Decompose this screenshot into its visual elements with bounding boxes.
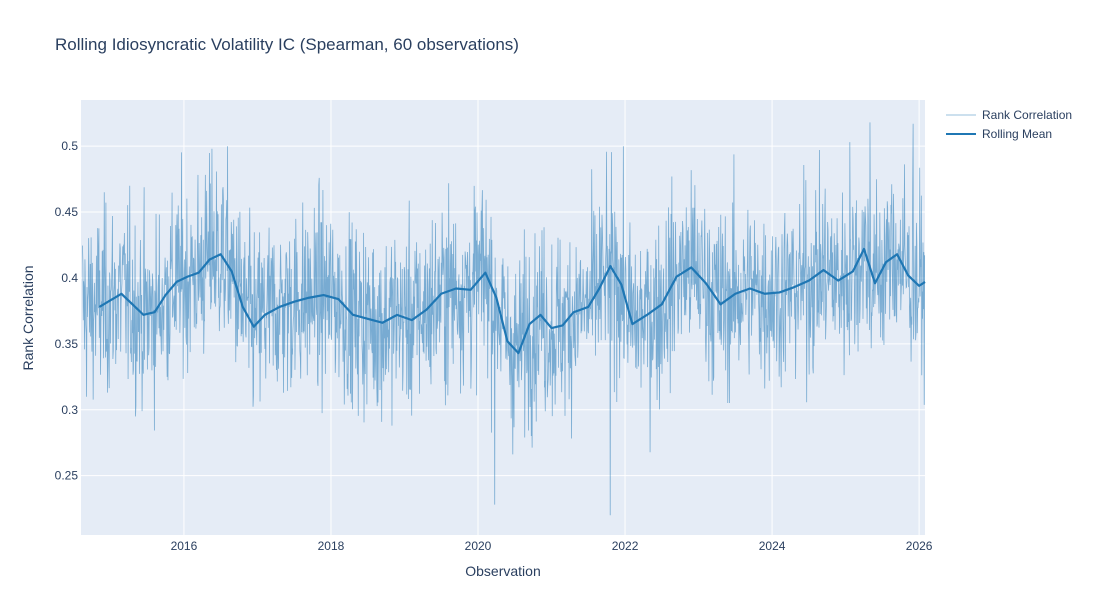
raw-series	[82, 122, 926, 516]
chart-title: Rolling Idiosyncratic Volatility IC (Spe…	[55, 35, 519, 54]
x-tick-label: 2018	[318, 539, 345, 553]
y-tick-label: 0.25	[55, 469, 79, 483]
x-tick-label: 2020	[465, 539, 492, 553]
x-axis-title: Observation	[465, 563, 540, 579]
mean-series	[98, 247, 926, 355]
legend[interactable]: Rank Correlation Rolling Mean	[946, 108, 1072, 141]
x-tick-label: 2024	[759, 539, 786, 553]
legend-label-rank-correlation[interactable]: Rank Correlation	[982, 108, 1072, 122]
rank-correlation-line	[82, 122, 926, 516]
y-tick-label: 0.4	[61, 271, 78, 285]
y-axis-title: Rank Correlation	[20, 265, 36, 370]
legend-label-rolling-mean[interactable]: Rolling Mean	[982, 127, 1052, 141]
x-tick-label: 2022	[612, 539, 639, 553]
y-tick-label: 0.5	[61, 139, 78, 153]
plot-area	[81, 100, 925, 535]
x-tick-label: 2016	[171, 539, 198, 553]
y-tick-label: 0.3	[61, 403, 78, 417]
x-tick-label: 2026	[906, 539, 933, 553]
grid-lines	[81, 100, 925, 535]
rolling-mean-line	[98, 247, 926, 355]
y-tick-label: 0.35	[55, 337, 79, 351]
y-axis-ticks: 0.25 0.3 0.35 0.4 0.45 0.5	[55, 139, 79, 483]
y-tick-label: 0.45	[55, 205, 79, 219]
x-axis-ticks: 2016 2018 2020 2022 2024 2026	[171, 539, 933, 553]
